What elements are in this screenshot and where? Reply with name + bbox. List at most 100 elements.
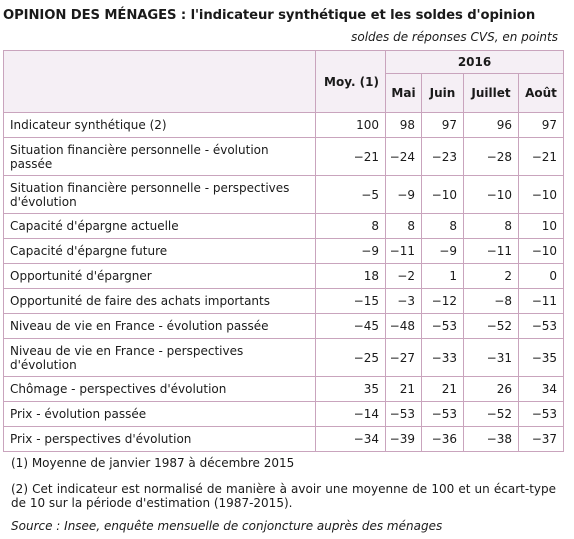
value-cell: 1 <box>421 263 464 289</box>
column-header-month: Août <box>517 73 565 113</box>
value-cell: −28 <box>463 137 519 176</box>
value-cell: −23 <box>421 137 464 176</box>
table-row: Capacité d'épargne future −9 −11 −9 −11 −10 <box>3 238 565 264</box>
row-label: Opportunité d'épargner <box>3 263 316 289</box>
row-label: Niveau de vie en France - évolution pass… <box>3 313 316 339</box>
value-cell: 21 <box>421 376 464 402</box>
value-cell: −52 <box>463 313 519 339</box>
row-label: Situation financière personnelle - persp… <box>3 175 316 214</box>
table-row: Opportunité d'épargner 18 −2 1 2 0 <box>3 263 565 289</box>
value-cell: −8 <box>463 288 519 314</box>
value-cell: −38 <box>463 426 519 452</box>
value-cell: 98 <box>385 112 422 138</box>
value-cell: −9 <box>315 238 386 264</box>
row-label: Niveau de vie en France - perspectives d… <box>3 338 316 377</box>
value-cell: 97 <box>517 112 565 138</box>
value-cell: −33 <box>421 338 464 377</box>
value-cell: −53 <box>517 313 565 339</box>
value-cell: −14 <box>315 401 386 427</box>
value-cell: −34 <box>315 426 386 452</box>
value-cell: −24 <box>385 137 422 176</box>
header-empty-cell <box>3 50 316 113</box>
value-cell: −10 <box>517 175 565 214</box>
value-cell: 100 <box>315 112 386 138</box>
value-cell: −25 <box>315 338 386 377</box>
table-row: Prix - perspectives d'évolution −34 −39 −36… <box>3 426 565 452</box>
table-row: Niveau de vie en France - évolution pass… <box>3 313 565 339</box>
row-label: Capacité d'épargne actuelle <box>3 213 316 239</box>
value-cell: −2 <box>385 263 422 289</box>
value-cell: 0 <box>517 263 565 289</box>
value-cell: 34 <box>517 376 565 402</box>
table-row: Indicateur synthétique (2) 100 98 97 96 97 <box>3 112 565 138</box>
value-cell: −48 <box>385 313 422 339</box>
footnote-2: (2) Cet indicateur est normalisé de mani… <box>11 482 556 510</box>
value-cell: 18 <box>315 263 386 289</box>
value-cell: −36 <box>421 426 464 452</box>
row-label: Opportunité de faire des achats importan… <box>3 288 316 314</box>
value-cell: 2 <box>463 263 519 289</box>
value-cell: −9 <box>385 175 422 214</box>
value-cell: −11 <box>463 238 519 264</box>
value-cell: −10 <box>517 238 565 264</box>
footnote-1: (1) Moyenne de janvier 1987 à décembre 2… <box>11 456 295 470</box>
value-cell: −27 <box>385 338 422 377</box>
row-label: Capacité d'épargne future <box>3 238 316 264</box>
value-cell: −15 <box>315 288 386 314</box>
value-cell: 97 <box>421 112 464 138</box>
value-cell: 8 <box>315 213 386 239</box>
value-cell: −52 <box>463 401 519 427</box>
value-cell: −31 <box>463 338 519 377</box>
table-subtitle: soldes de réponses CVS, en points <box>351 30 558 44</box>
value-cell: −39 <box>385 426 422 452</box>
table-row: Chômage - perspectives d'évolution 35 21 21… <box>3 376 565 402</box>
value-cell: 8 <box>463 213 519 239</box>
value-cell: −5 <box>315 175 386 214</box>
column-header-month: Mai <box>385 73 422 113</box>
opinion-table: Moy. (1) 2016 Mai Juin Juillet Août Indi… <box>3 50 565 452</box>
value-cell: −35 <box>517 338 565 377</box>
value-cell: −3 <box>385 288 422 314</box>
value-cell: −21 <box>517 137 565 176</box>
notes: (1) Moyenne de janvier 1987 à décembre 2… <box>11 456 556 533</box>
row-label: Indicateur synthétique (2) <box>3 112 316 138</box>
table-row: Situation financière personnelle - persp… <box>3 175 565 214</box>
value-cell: 8 <box>385 213 422 239</box>
value-cell: 26 <box>463 376 519 402</box>
value-cell: 10 <box>517 213 565 239</box>
value-cell: −21 <box>315 137 386 176</box>
table-row: Prix - évolution passée −14 −53 −53 −52 −53 <box>3 401 565 427</box>
table-body: Indicateur synthétique (2) 100 98 97 96 97 Sit… <box>3 112 565 452</box>
table-row: Situation financière personnelle - évolu… <box>3 137 565 176</box>
value-cell: −12 <box>421 288 464 314</box>
value-cell: −10 <box>463 175 519 214</box>
table-row: Opportunité de faire des achats importan… <box>3 288 565 314</box>
row-label: Chômage - perspectives d'évolution <box>3 376 316 402</box>
value-cell: −11 <box>517 288 565 314</box>
column-header-month: Juin <box>421 73 464 113</box>
table-row: Capacité d'épargne actuelle 8 8 8 8 10 <box>3 213 565 239</box>
value-cell: −10 <box>421 175 464 214</box>
row-label: Prix - perspectives d'évolution <box>3 426 316 452</box>
value-cell: −53 <box>421 401 464 427</box>
column-header-month: Juillet <box>463 73 519 113</box>
value-cell: 21 <box>385 376 422 402</box>
table-row: Niveau de vie en France - perspectives d… <box>3 338 565 377</box>
page-title: OPINION DES MÉNAGES : l'indicateur synth… <box>3 8 536 23</box>
value-cell: −9 <box>421 238 464 264</box>
column-header-average: Moy. (1) <box>315 50 386 113</box>
value-cell: −37 <box>517 426 565 452</box>
source-note: Source : Insee, enquête mensuelle de con… <box>11 519 443 533</box>
value-cell: −45 <box>315 313 386 339</box>
value-cell: 8 <box>421 213 464 239</box>
value-cell: −11 <box>385 238 422 264</box>
value-cell: −53 <box>517 401 565 427</box>
row-label: Situation financière personnelle - évolu… <box>3 137 316 176</box>
value-cell: 35 <box>315 376 386 402</box>
value-cell: −53 <box>421 313 464 339</box>
value-cell: 96 <box>463 112 519 138</box>
column-header-year: 2016 <box>384 50 565 74</box>
row-label: Prix - évolution passée <box>3 401 316 427</box>
value-cell: −53 <box>385 401 422 427</box>
